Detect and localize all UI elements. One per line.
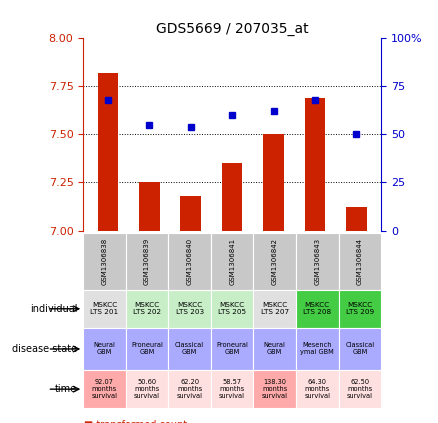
Text: 50.60
months
survival: 50.60 months survival	[134, 379, 160, 399]
Bar	[126, 233, 168, 290]
Text: 58.57
months
survival: 58.57 months survival	[219, 379, 245, 399]
Text: 64.30
months
survival: 64.30 months survival	[304, 379, 330, 399]
Bar	[254, 370, 296, 408]
Bar	[254, 290, 296, 328]
Bar	[296, 290, 339, 328]
Bar	[83, 233, 126, 290]
Bar	[296, 328, 339, 370]
Text: MSKCC
LTS 207: MSKCC LTS 207	[261, 302, 289, 315]
Text: GSM1306840: GSM1306840	[187, 238, 193, 285]
Bar	[211, 233, 254, 290]
Text: disease state: disease state	[12, 344, 77, 354]
Bar	[168, 328, 211, 370]
Text: Neural
GBM: Neural GBM	[264, 343, 286, 355]
Bar	[339, 328, 381, 370]
Text: 92.07
months
survival: 92.07 months survival	[92, 379, 117, 399]
Bar	[346, 207, 367, 231]
Text: GSM1306844: GSM1306844	[357, 238, 363, 285]
Bar	[83, 290, 126, 328]
Bar	[339, 370, 381, 408]
Text: Proneural
GBM: Proneural GBM	[131, 343, 163, 355]
Bar	[211, 290, 254, 328]
Text: MSKCC
LTS 202: MSKCC LTS 202	[133, 302, 161, 315]
Text: individual: individual	[30, 304, 77, 314]
Bar	[126, 328, 168, 370]
Bar	[168, 290, 211, 328]
Text: Proneural
GBM: Proneural GBM	[216, 343, 248, 355]
Text: MSKCC
LTS 205: MSKCC LTS 205	[218, 302, 246, 315]
Bar	[168, 370, 211, 408]
Text: Classical
GBM: Classical GBM	[175, 343, 204, 355]
Bar	[139, 182, 160, 231]
Text: GSM1306842: GSM1306842	[272, 238, 278, 285]
Text: MSKCC
LTS 208: MSKCC LTS 208	[303, 302, 331, 315]
Bar	[126, 370, 168, 408]
Bar	[263, 135, 284, 231]
Text: 138.30
months
survival: 138.30 months survival	[261, 379, 288, 399]
Text: time: time	[55, 384, 77, 394]
Title: GDS5669 / 207035_at: GDS5669 / 207035_at	[156, 22, 308, 36]
Bar	[339, 290, 381, 328]
Bar	[83, 328, 126, 370]
Bar	[98, 73, 118, 231]
Text: GSM1306839: GSM1306839	[144, 238, 150, 285]
Bar	[339, 233, 381, 290]
Bar	[296, 233, 339, 290]
Bar	[254, 233, 296, 290]
Text: GSM1306843: GSM1306843	[314, 238, 320, 285]
Bar	[254, 328, 296, 370]
Bar	[211, 328, 254, 370]
Text: Neural
GBM: Neural GBM	[94, 343, 116, 355]
Bar	[304, 98, 325, 231]
Text: GSM1306841: GSM1306841	[229, 238, 235, 285]
Bar	[168, 233, 211, 290]
Text: MSKCC
LTS 203: MSKCC LTS 203	[176, 302, 204, 315]
Bar	[222, 163, 243, 231]
Bar	[180, 196, 201, 231]
Text: GSM1306838: GSM1306838	[102, 238, 107, 285]
Bar	[211, 370, 254, 408]
Text: MSKCC
LTS 209: MSKCC LTS 209	[346, 302, 374, 315]
Bar	[296, 370, 339, 408]
Text: 62.50
months
survival: 62.50 months survival	[347, 379, 373, 399]
Text: ■ transformed count: ■ transformed count	[84, 420, 187, 423]
Bar	[83, 370, 126, 408]
Text: MSKCC
LTS 201: MSKCC LTS 201	[90, 302, 119, 315]
Text: Mesench
ymal GBM: Mesench ymal GBM	[300, 343, 334, 355]
Text: Classical
GBM: Classical GBM	[345, 343, 374, 355]
Bar	[126, 290, 168, 328]
Text: 62.20
months
survival: 62.20 months survival	[177, 379, 203, 399]
